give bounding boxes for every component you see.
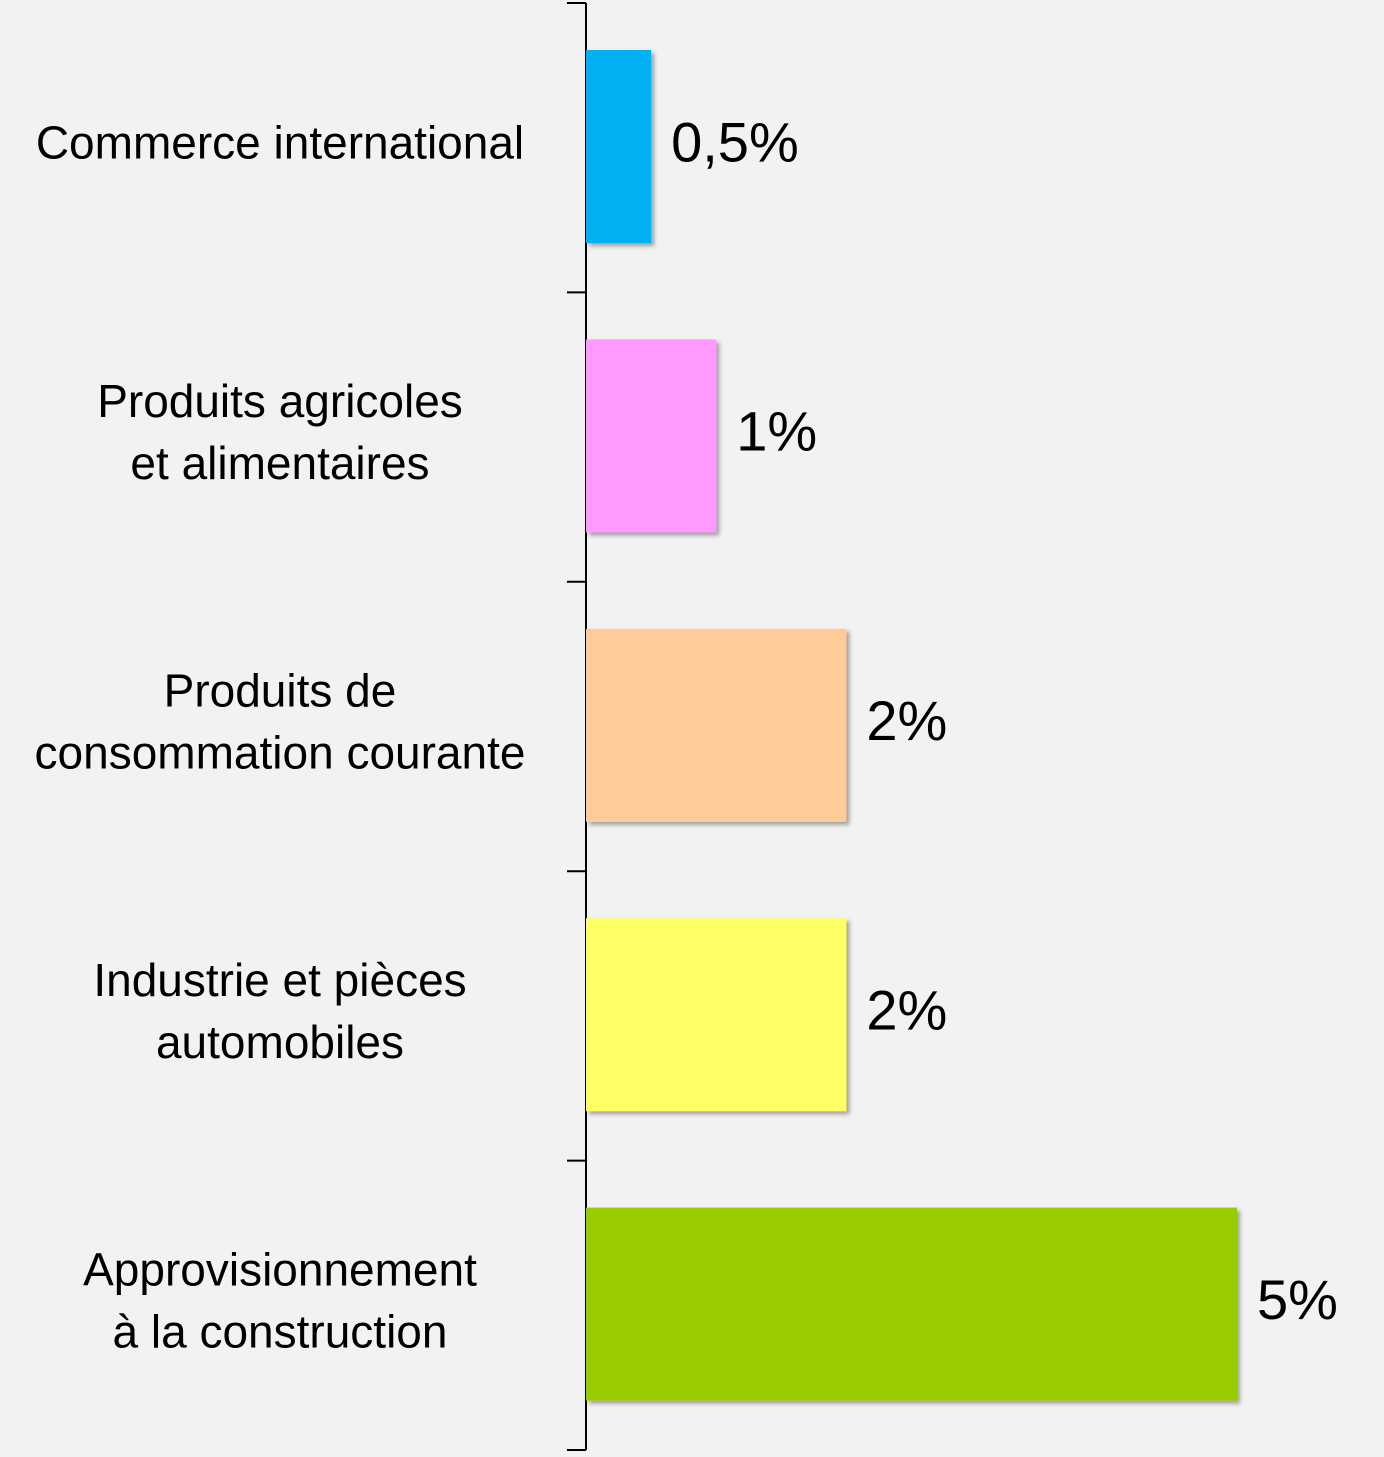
category-label: Produits agricoles xyxy=(97,375,463,427)
category-label: et alimentaires xyxy=(130,437,429,489)
category-label: consommation courante xyxy=(35,726,526,778)
category-label: Produits de xyxy=(164,664,397,716)
bar xyxy=(586,339,717,533)
value-label: 1% xyxy=(736,400,817,463)
value-label: 2% xyxy=(866,978,947,1041)
category-label: à la construction xyxy=(113,1305,448,1357)
bar xyxy=(586,628,847,822)
value-label: 5% xyxy=(1257,1268,1338,1331)
category-label: Approvisionnement xyxy=(83,1243,477,1295)
bar xyxy=(586,1207,1237,1401)
value-label: 2% xyxy=(866,689,947,752)
value-label: 0,5% xyxy=(671,110,799,173)
category-label: Commerce international xyxy=(36,117,524,169)
bar xyxy=(586,918,847,1112)
category-label: automobiles xyxy=(156,1016,404,1068)
bar xyxy=(586,50,652,243)
category-label: Industrie et pièces xyxy=(93,954,466,1006)
